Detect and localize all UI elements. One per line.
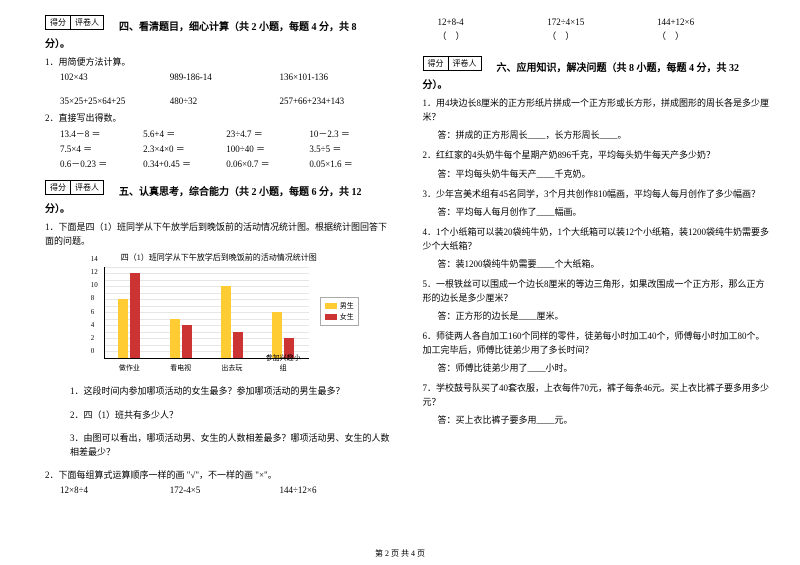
x-axis-label: 参加兴趣小组 [263, 353, 303, 373]
calc-item: 10－2.3 ＝ [309, 127, 392, 140]
q5-1-3: 3．由图可以看出，哪项活动男、女生的人数相差最多？哪项活动男、女生的人数相差最少… [45, 432, 393, 459]
legend-swatch [325, 314, 337, 320]
q4-2: 2．直接写出得数。 [45, 112, 393, 126]
section4-cont: 分）。 [45, 35, 393, 50]
calc-item: 989-186-14 [170, 72, 280, 82]
q6-2: 2．红红家的4头奶牛每个星期产奶896千克，平均每头奶牛每天产多少奶？ [423, 149, 771, 163]
calc-item: 136×101-136 [279, 72, 389, 82]
legend-item: 男生 [325, 301, 354, 311]
y-axis-label: 0 [91, 347, 95, 355]
q5-1-2: 2．四（1）班共有多少人？ [45, 409, 393, 423]
x-axis-label: 出去玩 [212, 363, 252, 373]
calc-item: 5.6+4 ＝ [143, 127, 226, 140]
calc-item: 3.5÷5 ＝ [309, 142, 392, 155]
bar-chart: 男生女生 02468101214 做作业看电视出去玩参加兴趣小组 [79, 267, 359, 377]
calc-item: 0.05×1.6 ＝ [309, 157, 392, 170]
score-label: 得分 [424, 57, 449, 70]
a6-5: 答：正方形的边长是____厘米。 [438, 309, 771, 322]
expr: 12+8-4 [438, 17, 548, 27]
expr: 144÷12×6 [279, 485, 389, 495]
q6-1: 1．用4块边长8厘米的正方形纸片拼成一个正方形或长方形，拼成图形的周长各是多少厘… [423, 97, 771, 124]
expr: 172÷4×15 [547, 17, 657, 27]
a6-3: 答：平均每人每月创作了____幅画。 [438, 205, 771, 218]
chart-bar [272, 312, 282, 358]
calc-item: 480÷32 [170, 96, 280, 106]
q5-1-1: 1．这段时间内参加哪项活动的女生最多？参加哪项活动的男生最多？ [45, 385, 393, 399]
y-axis-label: 14 [91, 255, 98, 263]
calc-item: 0.6－0.23 ＝ [60, 157, 143, 170]
calc-item: 35×25+25×64+25 [60, 96, 170, 106]
y-axis-label: 8 [91, 294, 95, 302]
calc-item: 23÷4.7 ＝ [226, 127, 309, 140]
a6-4: 答：装1200袋纯牛奶需要____个大纸箱。 [438, 257, 771, 270]
section5-cont: 分）。 [45, 200, 393, 215]
legend-label: 女生 [340, 312, 354, 322]
chart-bar [130, 273, 140, 358]
calc-item: 0.06×0.7 ＝ [226, 157, 309, 170]
section4-title: 四、看清题目，细心计算（共 2 小题，每题 4 分，共 8 [104, 15, 393, 33]
q6-3: 3．少年宫美术组有45名同学，3个月共创作810幅画，平均每人每月创作了多少幅画… [423, 188, 771, 202]
q4-1: 1．用简便方法计算。 [45, 56, 393, 70]
a6-1: 答：拼成的正方形周长____，长方形周长____。 [438, 128, 771, 141]
chart-legend: 男生女生 [320, 297, 359, 326]
y-axis-label: 2 [91, 334, 95, 342]
score-box: 得分 评卷人 [423, 56, 482, 71]
q6-7: 7．学校鼓号队买了40套衣服，上衣每件70元，裤子每条46元。买上衣比裤子要多用… [423, 382, 771, 409]
chart-bar [170, 319, 180, 358]
a6-6: 答：师傅比徒弟少用了____小时。 [438, 361, 771, 374]
y-axis-label: 6 [91, 308, 95, 316]
chart-bar [182, 325, 192, 358]
a6-7: 答：买上衣比裤子要多用____元。 [438, 413, 771, 426]
y-axis-label: 10 [91, 281, 98, 289]
grader-label: 评卷人 [449, 57, 481, 70]
grader-label: 评卷人 [71, 16, 103, 29]
expr: 12×8÷4 [60, 485, 170, 495]
score-label: 得分 [46, 181, 71, 194]
score-box: 得分 评卷人 [45, 15, 104, 30]
calc-item: 257+66+234+143 [279, 96, 389, 106]
expr: 144+12×6 [657, 17, 767, 27]
calc-item: 2.3×4×0 ＝ [143, 142, 226, 155]
page-footer: 第 2 页 共 4 页 [0, 548, 800, 559]
expr: 172-4×5 [170, 485, 280, 495]
calc-item: 13.4－8 ＝ [60, 127, 143, 140]
paren: （ ） [438, 29, 548, 42]
y-axis-label: 12 [91, 268, 98, 276]
q6-4: 4．1个小纸箱可以装20袋纯牛奶，1个大纸箱可以装12个小纸箱，装1200袋纯牛… [423, 226, 771, 253]
calc-item: 7.5×4 ＝ [60, 142, 143, 155]
section6-title: 六、应用知识，解决问题（共 8 小题，每题 4 分，共 32 [482, 56, 771, 74]
legend-swatch [325, 303, 337, 309]
legend-label: 男生 [340, 301, 354, 311]
score-box: 得分 评卷人 [45, 180, 104, 195]
score-label: 得分 [46, 16, 71, 29]
a6-2: 答：平均每头奶牛每天产____千克奶。 [438, 167, 771, 180]
paren: （ ） [657, 29, 767, 42]
section5-title: 五、认真思考，综合能力（共 2 小题，每题 6 分，共 12 [104, 180, 393, 198]
chart-bar [233, 332, 243, 358]
grader-label: 评卷人 [71, 181, 103, 194]
q5-2: 2．下面每组算式运算顺序一样的画 "√"，不一样的画 "×"。 [45, 469, 393, 483]
x-axis-label: 做作业 [109, 363, 149, 373]
q5-1: 1．下面是四（1）班同学从下午放学后到晚饭前的活动情况统计图。根据统计图回答下面… [45, 221, 393, 248]
chart-bar [221, 286, 231, 358]
calc-item: 102×43 [60, 72, 170, 82]
y-axis-label: 4 [91, 321, 95, 329]
paren: （ ） [547, 29, 657, 42]
section6-cont: 分）。 [423, 76, 771, 91]
q6-5: 5．一根铁丝可以围成一个边长8厘米的等边三角形，如果改围成一个正方形，那么正方形… [423, 278, 771, 305]
q6-6: 6．师徒两人各自加工160个同样的零件，徒弟每小时加工40个，师傅每小时加工80… [423, 330, 771, 357]
legend-item: 女生 [325, 312, 354, 322]
x-axis-label: 看电视 [161, 363, 201, 373]
calc-item: 0.34+0.45 ＝ [143, 157, 226, 170]
calc-item: 100÷40 ＝ [226, 142, 309, 155]
chart-bar [118, 299, 128, 358]
